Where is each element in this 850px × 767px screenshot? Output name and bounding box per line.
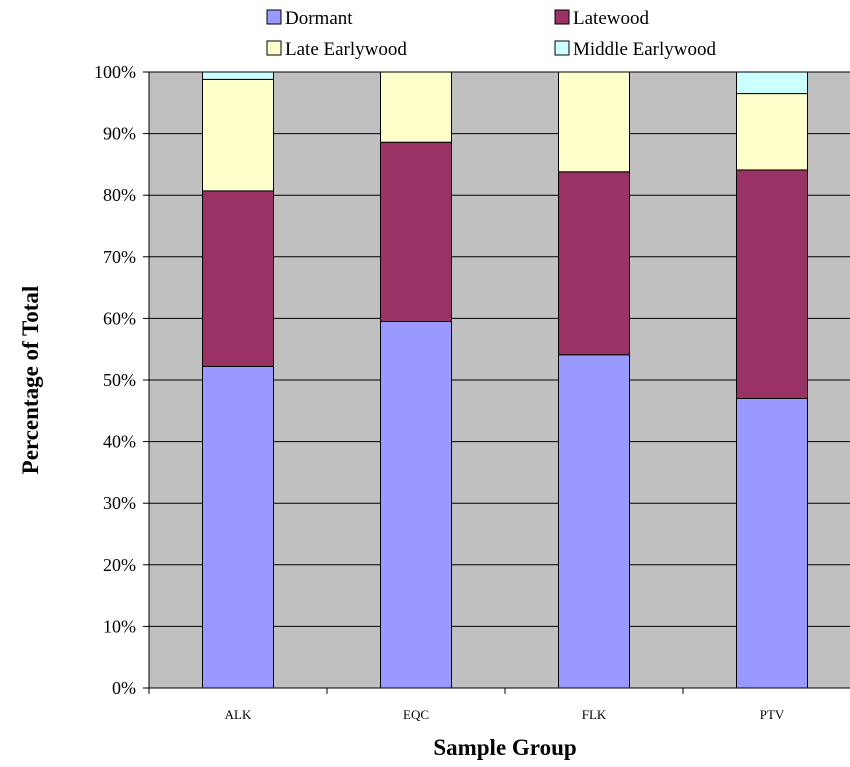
y-tick-label: 20% (103, 555, 136, 575)
legend-label: Late Earlywood (285, 39, 407, 60)
bar-segment-eqc-late-earlywood (380, 71, 452, 143)
y-tick-label: 60% (103, 308, 136, 328)
legend: Dormant Latewood Late Earlywood Middle Earl… (266, 8, 717, 60)
y-tick-labels: 0% 10% 20% 30% 40% 50% 60% 70% 80% 90% 100% (94, 62, 136, 698)
legend-swatch (266, 40, 282, 56)
x-tick-label: ALK (225, 707, 252, 722)
legend-swatch (554, 9, 570, 25)
y-tick-label: 90% (103, 124, 136, 144)
y-tick-label: 40% (103, 432, 136, 452)
y-tick-label: 80% (103, 185, 136, 205)
legend-label: Middle Earlywood (573, 39, 717, 60)
y-axis-title: Percentage of Total (18, 286, 43, 475)
y-tick-label: 30% (103, 493, 136, 513)
x-axis-title: Sample Group (433, 735, 576, 760)
bar-segment-ptv-late-earlywood (736, 93, 808, 171)
bar-segment-flk-dormant (558, 354, 630, 689)
bar-segment-ptv-latewood (736, 169, 808, 399)
y-tick-label: 100% (94, 62, 136, 82)
bar-segment-eqc-latewood (380, 141, 452, 322)
legend-label: Latewood (573, 8, 649, 29)
bar-segment-alk-latewood (202, 190, 274, 367)
y-tick-label: 70% (103, 247, 136, 267)
y-tick-label: 10% (103, 616, 136, 636)
bar-segment-ptv-middle-earlywood (736, 71, 808, 95)
x-tick-label: PTV (760, 707, 785, 722)
bar-segment-alk-middle-earlywood (202, 71, 274, 80)
bar-segment-flk-late-earlywood (558, 71, 630, 173)
bar-segment-alk-dormant (202, 365, 274, 689)
legend-swatch (266, 9, 282, 25)
bar-segment-eqc-dormant (380, 320, 452, 689)
legend-swatch (554, 40, 570, 56)
bar-segment-flk-latewood (558, 171, 630, 356)
bar-segment-alk-late-earlywood (202, 78, 274, 192)
x-tick-label: EQC (403, 707, 429, 722)
y-tick-label: 50% (103, 370, 136, 390)
legend-label: Dormant (285, 8, 353, 29)
x-tick-labels: ALK EQC FLK PTV (225, 707, 785, 722)
bars (202, 71, 808, 689)
y-tick-label: 0% (112, 678, 136, 698)
bar-segment-ptv-dormant (736, 397, 808, 689)
x-tick-label: FLK (582, 707, 607, 722)
axes (143, 71, 850, 694)
